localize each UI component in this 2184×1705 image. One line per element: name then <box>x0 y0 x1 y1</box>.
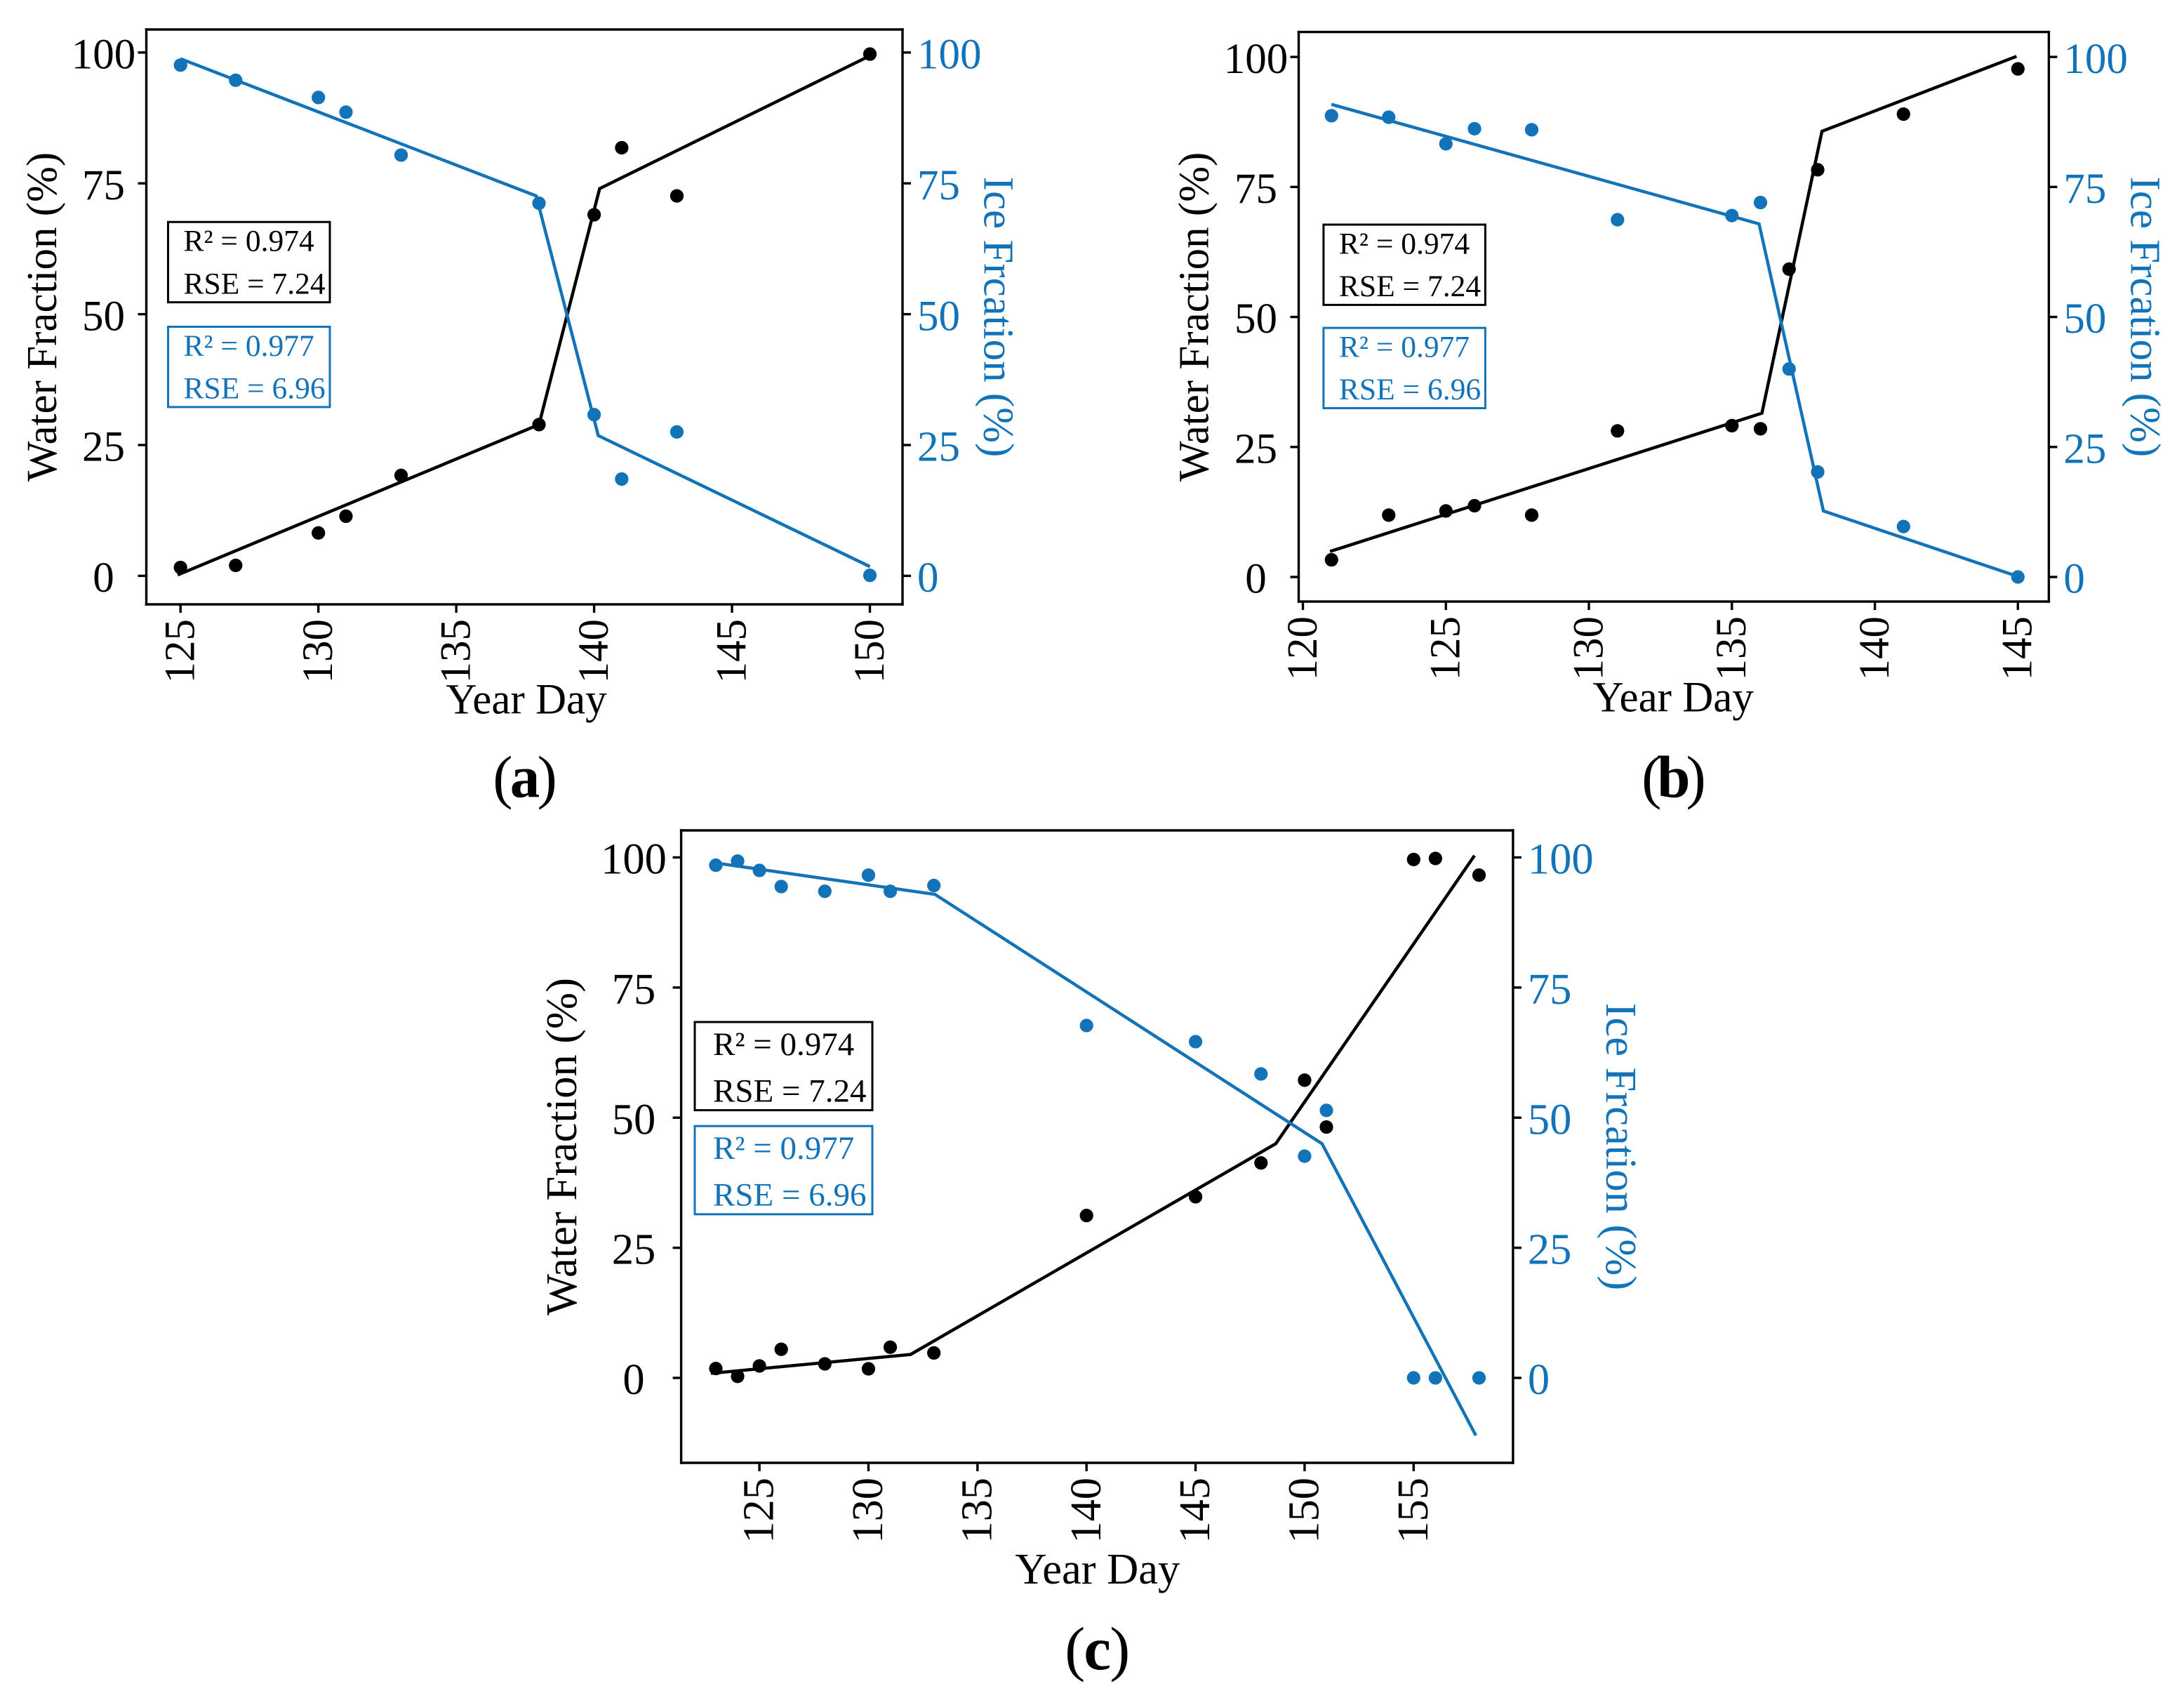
svg-text:75: 75 <box>2063 166 2106 213</box>
svg-text:0: 0 <box>622 1355 644 1404</box>
svg-text:130: 130 <box>295 619 342 684</box>
svg-text:100: 100 <box>1224 36 1289 83</box>
svg-text:140: 140 <box>1061 1478 1110 1544</box>
svg-text:75: 75 <box>1528 964 1572 1014</box>
svg-text:100: 100 <box>601 835 667 884</box>
svg-text:130: 130 <box>843 1478 892 1544</box>
svg-text:50: 50 <box>917 293 960 340</box>
svg-text:100: 100 <box>2063 36 2128 83</box>
svg-text:0: 0 <box>917 555 939 602</box>
svg-text:RSE = 6.96: RSE = 6.96 <box>1339 373 1481 406</box>
svg-text:25: 25 <box>2063 425 2106 472</box>
svg-text:Water Fraction (%): Water Fraction (%) <box>537 978 586 1315</box>
svg-text:Ice Frcation (%): Ice Frcation (%) <box>2122 176 2169 457</box>
svg-text:145: 145 <box>1170 1478 1219 1544</box>
svg-text:Ice Frcation (%): Ice Frcation (%) <box>974 177 1021 458</box>
svg-text:R² = 0.974: R² = 0.974 <box>713 1026 854 1063</box>
svg-text:0: 0 <box>1528 1355 1550 1404</box>
svg-text:75: 75 <box>1234 166 1277 213</box>
svg-text:RSE = 6.96: RSE = 6.96 <box>184 372 326 406</box>
svg-text:R² = 0.977: R² = 0.977 <box>1339 331 1470 364</box>
svg-text:): ) <box>1686 744 1705 810</box>
svg-text:Water Fraction (%): Water Fraction (%) <box>1171 152 1218 482</box>
svg-text:Year Day: Year Day <box>1015 1544 1180 1593</box>
svg-text:Year Day: Year Day <box>446 677 607 724</box>
svg-text:100: 100 <box>72 31 136 78</box>
svg-text:b: b <box>1657 744 1690 810</box>
svg-text:50: 50 <box>1234 296 1277 343</box>
svg-text:100: 100 <box>1528 835 1594 884</box>
svg-text:(: ( <box>493 744 512 810</box>
svg-text:125: 125 <box>734 1478 783 1544</box>
svg-text:120: 120 <box>1279 616 1326 681</box>
svg-text:50: 50 <box>612 1094 656 1143</box>
svg-text:): ) <box>538 744 557 810</box>
svg-text:c: c <box>1084 1614 1111 1683</box>
svg-text:125: 125 <box>157 619 204 684</box>
svg-text:155: 155 <box>1388 1478 1437 1544</box>
svg-text:145: 145 <box>708 619 755 684</box>
svg-text:135: 135 <box>952 1478 1001 1544</box>
svg-text:0: 0 <box>93 555 114 602</box>
svg-text:75: 75 <box>612 964 656 1014</box>
svg-text:150: 150 <box>846 619 893 684</box>
svg-text:145: 145 <box>1995 616 2042 681</box>
svg-text:0: 0 <box>1245 556 1267 603</box>
svg-text:25: 25 <box>82 424 125 471</box>
svg-text:(: ( <box>1642 744 1661 810</box>
svg-text:Year Day: Year Day <box>1593 675 1754 722</box>
svg-text:140: 140 <box>1851 616 1898 681</box>
svg-text:a: a <box>510 744 540 810</box>
svg-text:RSE = 7.24: RSE = 7.24 <box>713 1073 866 1109</box>
svg-text:25: 25 <box>917 424 960 471</box>
svg-text:135: 135 <box>432 619 479 684</box>
svg-text:150: 150 <box>1279 1478 1329 1544</box>
svg-text:135: 135 <box>1708 616 1755 681</box>
svg-text:R² = 0.977: R² = 0.977 <box>184 329 314 363</box>
svg-text:50: 50 <box>82 293 125 340</box>
svg-text:RSE = 7.24: RSE = 7.24 <box>184 267 326 300</box>
svg-text:25: 25 <box>612 1225 656 1274</box>
svg-text:130: 130 <box>1565 616 1612 681</box>
svg-text:Ice Frcation (%): Ice Frcation (%) <box>1597 1003 1646 1291</box>
svg-text:125: 125 <box>1423 616 1470 681</box>
svg-text:50: 50 <box>1528 1094 1572 1143</box>
svg-text:R² = 0.977: R² = 0.977 <box>713 1130 854 1167</box>
svg-text:RSE = 7.24: RSE = 7.24 <box>1339 270 1481 303</box>
svg-text:R² = 0.974: R² = 0.974 <box>184 225 314 258</box>
svg-text:100: 100 <box>917 31 982 78</box>
svg-text:25: 25 <box>1528 1225 1572 1274</box>
svg-text:RSE = 6.96: RSE = 6.96 <box>713 1177 866 1214</box>
svg-text:75: 75 <box>917 162 960 209</box>
svg-text:R² = 0.974: R² = 0.974 <box>1339 227 1470 261</box>
svg-text:50: 50 <box>2063 296 2106 343</box>
svg-text:): ) <box>1110 1614 1130 1683</box>
svg-text:(: ( <box>1065 1614 1085 1683</box>
svg-text:25: 25 <box>1234 425 1277 472</box>
svg-text:0: 0 <box>2063 556 2085 603</box>
svg-text:Water Fraction (%): Water Fraction (%) <box>19 152 66 482</box>
svg-text:75: 75 <box>82 162 125 209</box>
svg-text:140: 140 <box>571 619 618 684</box>
